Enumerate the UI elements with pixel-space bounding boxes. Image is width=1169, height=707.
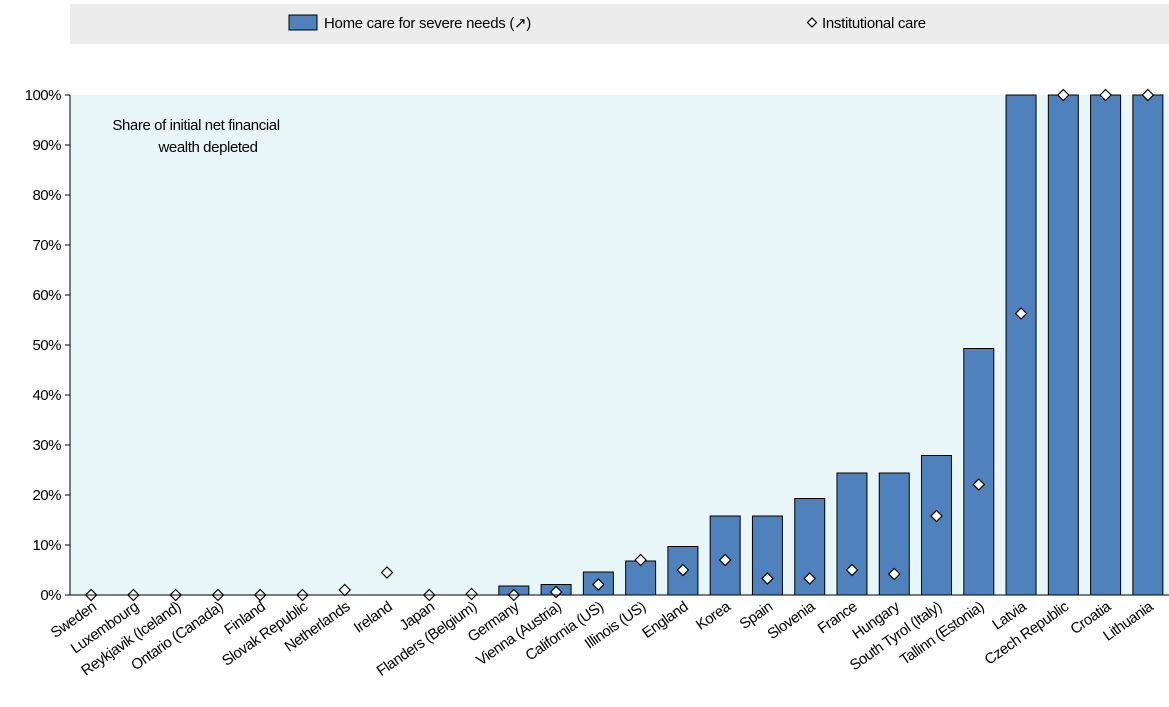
- bar: [1132, 94, 1164, 596]
- bar: [921, 455, 953, 596]
- institutional-marker: [1014, 307, 1028, 320]
- bar: [1047, 94, 1079, 596]
- y-tick-label: 30%: [32, 437, 61, 454]
- institutional-marker: [1141, 88, 1155, 102]
- institutional-marker: [930, 509, 943, 523]
- y-tick-label: 20%: [32, 487, 61, 504]
- y-tick-label: 70%: [32, 237, 61, 254]
- institutional-marker: [634, 553, 647, 567]
- bar: [963, 348, 995, 596]
- x-tick-label: Korea: [693, 598, 734, 634]
- x-tick-label: Czech Republic: [982, 598, 1073, 669]
- institutional-marker: [1099, 88, 1112, 102]
- bar: [836, 472, 868, 596]
- institutional-marker: [380, 566, 394, 579]
- legend: Home care for severe needs (↗) Instituti…: [288, 14, 926, 32]
- legend-swatch-home-care: [288, 14, 318, 31]
- bar: [1090, 94, 1122, 596]
- institutional-marker: [676, 563, 690, 577]
- institutional-marker: [465, 587, 478, 601]
- annotation-line-1: Share of initial net financial: [112, 117, 279, 134]
- legend-label-home-care: Home care for severe needs (↗): [324, 15, 531, 32]
- legend-background: [70, 4, 1169, 44]
- annotation-line-2: wealth depleted: [157, 139, 257, 156]
- plot-area: [70, 95, 1169, 595]
- legend-diamond-institutional: [806, 17, 818, 28]
- institutional-marker: [1056, 88, 1070, 102]
- y-tick-label: 60%: [32, 287, 61, 304]
- institutional-marker: [845, 563, 859, 577]
- y-tick-label: 90%: [32, 137, 61, 154]
- y-tick-label: 10%: [32, 537, 61, 554]
- legend-label-institutional: Institutional care: [822, 15, 926, 32]
- x-tick-label: England: [639, 598, 691, 642]
- x-tick-label: Ireland: [351, 598, 396, 636]
- y-tick-label: 0%: [40, 587, 61, 604]
- institutional-marker: [972, 478, 986, 491]
- markers: [84, 88, 1155, 602]
- y-tick-label: 100%: [25, 87, 62, 104]
- institutional-marker: [718, 553, 732, 567]
- x-tick-label: Lithuania: [1100, 598, 1157, 645]
- y-tick-label: 50%: [32, 337, 61, 354]
- x-tick-label: Slovenia: [764, 598, 819, 643]
- bar: [625, 560, 657, 596]
- y-tick-label: 40%: [32, 387, 61, 404]
- institutional-marker: [592, 578, 605, 591]
- institutional-marker: [887, 567, 901, 581]
- y-tick-label: 80%: [32, 187, 61, 204]
- y-axis: 0% 10% 20% 30% 40% 50% 60% 70% 80% 90% 100%: [25, 87, 71, 604]
- bar: [1005, 94, 1037, 596]
- institutional-marker: [803, 572, 817, 585]
- institutional-marker: [761, 572, 774, 585]
